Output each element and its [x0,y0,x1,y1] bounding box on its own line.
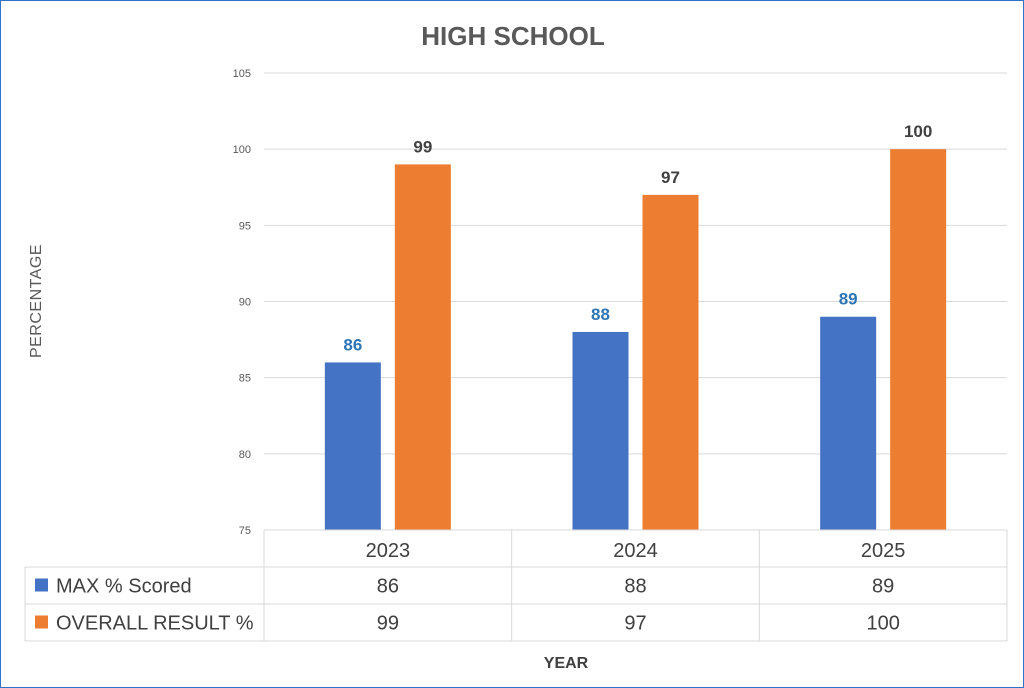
data-label-2025-max-scored: 89 [839,290,858,309]
y-tick-label: 95 [239,220,251,232]
legend-key-overall-result [35,615,48,629]
category-label-2024: 2024 [613,540,658,562]
bar-2025-max-scored [820,316,877,530]
bar-2023-max-scored [324,362,381,530]
y-tick-label: 100 [233,144,251,156]
table-cell: 88 [624,576,646,598]
data-label-2025-overall-result: 100 [904,122,932,141]
legend-label-max-scored: MAX % Scored [56,576,192,598]
y-tick-label: 90 [239,297,251,309]
data-label-2024-overall-result: 97 [661,168,680,187]
data-label-2024-max-scored: 88 [591,305,610,324]
y-tick-label: 80 [239,449,251,461]
table-cell: 100 [866,613,899,635]
data-label-2023-overall-result: 99 [413,137,432,156]
category-label-2023: 2023 [366,540,411,562]
gridlines [264,72,1007,531]
y-tick-label: 105 [233,68,251,80]
bar-2024-overall-result [642,194,699,530]
data-label-2023-max-scored: 86 [343,335,362,354]
table-cell: 97 [624,613,646,635]
bars [324,149,947,530]
data-table: 2023 2024 2025 MAX % Scored 86 88 89 OVERALL RE… [24,529,1008,642]
bar-2024-max-scored [572,331,629,530]
category-label-2025: 2025 [861,540,906,562]
bar-2025-overall-result [890,149,947,530]
table-cell: 89 [872,576,894,598]
y-tick-label: 85 [239,373,251,385]
table-cell: 86 [377,576,399,598]
data-labels: 86 99 88 97 89 100 [343,122,932,354]
legend-label-overall-result: OVERALL RESULT % [56,613,254,635]
bar-2023-overall-result [394,164,451,530]
chart-title: HIGH SCHOOL [421,21,605,51]
x-axis-label: YEAR [544,655,589,672]
y-tick-label: 75 [239,525,251,537]
legend-key-max-scored [35,578,48,592]
y-axis-ticks: 75 80 85 90 95 100 105 [233,68,251,537]
y-axis-label: PERCENTAGE [28,244,45,358]
table-cell: 99 [377,613,399,635]
